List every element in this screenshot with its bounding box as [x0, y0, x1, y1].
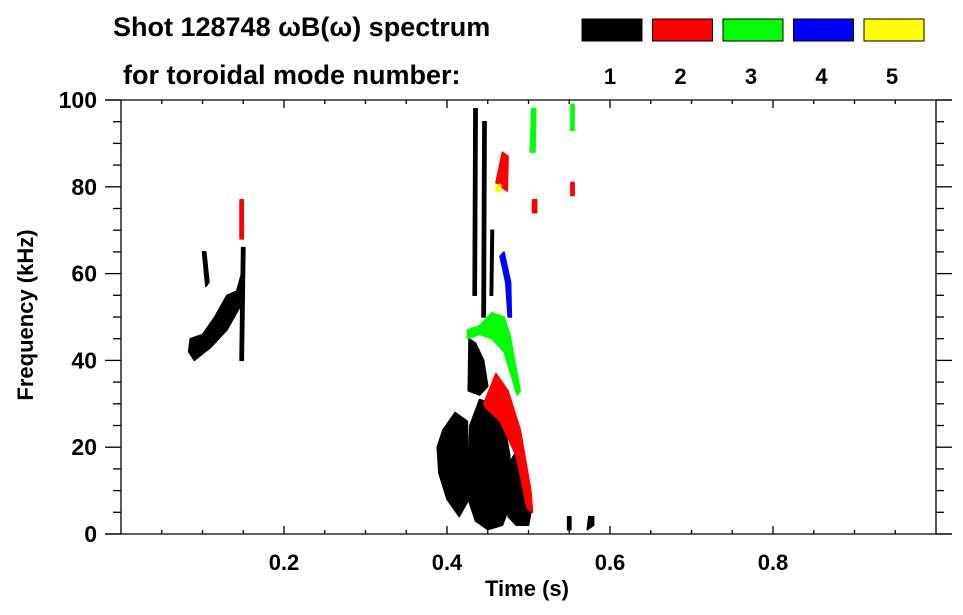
spectrum-region-mode-5 — [495, 183, 502, 192]
y-tick-label: 40 — [71, 347, 97, 373]
x-axis-label: Time (s) — [485, 576, 569, 601]
legend-swatch-mode-1 — [581, 18, 643, 42]
spectrum-region-mode-3 — [529, 107, 537, 153]
legend-swatch-mode-4 — [793, 18, 854, 42]
legend-label-mode-2: 2 — [674, 64, 686, 89]
spectrum-region-mode-2 — [570, 181, 575, 197]
spectrum-regions — [187, 103, 595, 531]
y-tick-label: 60 — [71, 261, 97, 287]
legend-label-mode-1: 1 — [604, 64, 616, 89]
spectrum-region-mode-1 — [436, 411, 470, 518]
x-tick-label: 0.8 — [758, 550, 789, 575]
y-tick-label: 0 — [84, 521, 97, 547]
spectrum-region-mode-1 — [239, 246, 246, 362]
legend-label-mode-5: 5 — [886, 64, 898, 89]
y-tick-label: 20 — [71, 434, 97, 460]
y-axis-label: Frequency (kHz) — [13, 229, 38, 400]
spectrum-region-mode-3 — [466, 311, 522, 396]
axes: 0.2 0.4 0.6 0.8 0 20 40 60 80 100 — [59, 87, 952, 575]
y-tick-label: 100 — [59, 87, 97, 113]
legend: 1 2 3 4 5 — [581, 18, 925, 89]
spectrum-region-mode-3 — [570, 103, 575, 132]
legend-title: for toroidal mode number: — [123, 60, 461, 90]
spectrum-region-mode-1 — [187, 272, 243, 362]
x-tick-label: 0.2 — [269, 550, 300, 575]
spectrum-region-mode-1 — [467, 337, 489, 396]
spectrum-region-mode-1 — [472, 107, 478, 297]
spectrum-region-mode-1 — [481, 120, 487, 318]
spectrum-region-mode-4 — [499, 251, 513, 318]
spectrum-region-mode-1 — [201, 251, 210, 288]
legend-swatch-mode-3 — [722, 18, 784, 42]
spectrum-region-mode-2 — [239, 199, 245, 240]
legend-swatch-mode-5 — [863, 18, 925, 42]
y-tick-label: 80 — [71, 174, 97, 200]
legend-label-mode-4: 4 — [815, 64, 828, 89]
legend-swatch-mode-2 — [652, 18, 713, 42]
x-tick-label: 0.6 — [595, 550, 626, 575]
spectrum-region-mode-1 — [586, 515, 595, 531]
spectrum-region-mode-1 — [467, 398, 511, 531]
spectrum-region-mode-1 — [566, 515, 572, 531]
spectrum-region-mode-2 — [531, 199, 538, 214]
chart-title: Shot 128748 ωB(ω) spectrum — [113, 12, 490, 42]
spectrum-region-mode-1 — [489, 229, 495, 297]
legend-label-mode-3: 3 — [745, 64, 757, 89]
x-tick-label: 0.4 — [432, 550, 463, 575]
spectrum-region-mode-2 — [482, 372, 534, 514]
